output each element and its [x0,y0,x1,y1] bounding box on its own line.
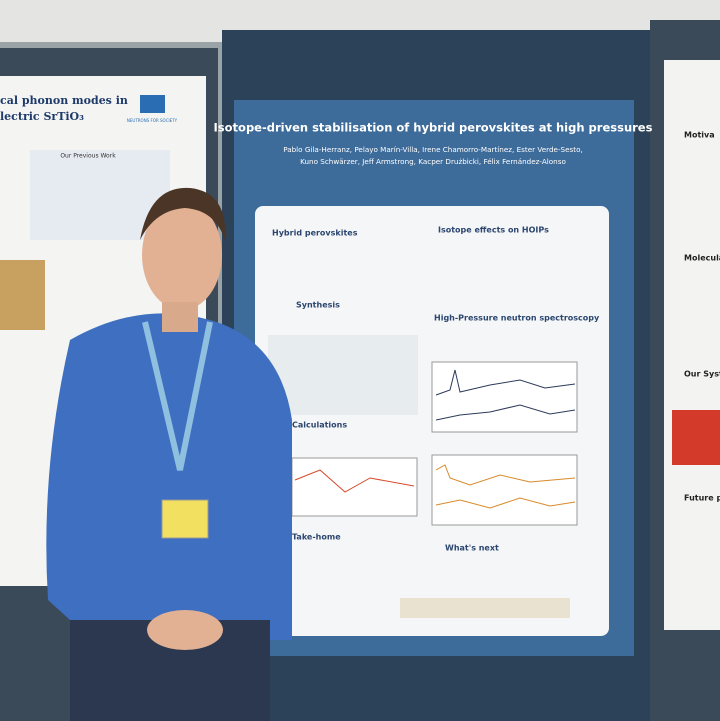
left-logo: NEUTRONS FOR SOCIETY [127,118,178,123]
hair [140,187,226,240]
right-heading: Molecula [684,254,720,263]
hands [147,610,223,650]
section-heading: Synthesis [296,301,340,310]
spectrum-line [435,497,576,509]
logo-icon [140,95,165,113]
left-title: lectric SrTiO₃ [0,110,84,123]
calc-line [294,469,415,493]
texts: Isotope-driven stabilisation of hybrid p… [0,94,720,553]
left-heading: Our Previous Work [60,153,116,160]
section-heading: Isotope effects on HOIPs [438,226,549,235]
logos [400,598,570,618]
poster-title: Isotope-driven stabilisation of hybrid p… [214,121,653,135]
section-heading: Calculations [292,421,347,430]
right-figure [672,410,720,465]
lanyard [142,321,213,471]
neck [162,302,198,332]
section-heading: Hybrid perovskites [272,229,358,238]
synthesis-figure [268,335,418,415]
left-title: cal phonon modes in [0,94,128,107]
spectrum-line [435,369,576,396]
right-heading: Motiva [684,131,715,140]
spectrum-plot [431,361,578,433]
section-heading: High-Pressure neutron spectroscopy [434,314,600,323]
spectrum-line [435,404,576,421]
spectrum-plot [431,454,578,526]
right-poster [664,60,720,630]
right-heading: Future plan [684,494,720,503]
spectrum-line [435,464,576,486]
left-figure [0,260,45,330]
section-heading: Take-home [292,533,341,542]
right-heading: Our System [684,370,720,379]
face [142,200,222,310]
poster-authors: Pablo Gila-Herranz, Pelayo Marín-Villa, … [283,145,583,154]
poster-authors: Kuno Schwärzer, Jeff Armstrong, Kacper D… [300,157,566,166]
section-heading: What's next [445,544,499,553]
badge [161,499,209,539]
